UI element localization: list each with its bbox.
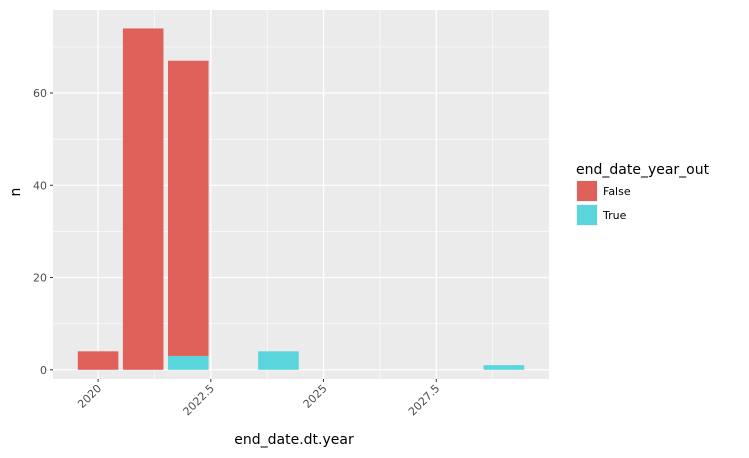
bar-false-2022: [167, 60, 209, 356]
legend: end_date_year_out False True: [576, 162, 710, 226]
bar-false-2020: [77, 351, 119, 370]
bars: [77, 28, 525, 370]
x-tick-label: 2025: [301, 382, 330, 411]
y-tick-label: 20: [33, 272, 47, 285]
legend-label-false: False: [603, 185, 631, 198]
legend-swatch-true: [577, 205, 597, 225]
legend-title: end_date_year_out: [576, 162, 710, 178]
bar-false-2021: [122, 28, 164, 370]
y-axis-label: n: [8, 188, 24, 197]
bar-true-2024: [258, 351, 299, 370]
x-tick-label: 2022.5: [181, 382, 217, 418]
legend-swatch-false: [577, 181, 597, 201]
x-tick-label: 2027.5: [406, 382, 442, 418]
y-tick-label: 40: [33, 179, 47, 192]
bar-true-2022: [167, 355, 209, 370]
x-tick-label: 2020: [75, 382, 104, 411]
x-axis-label: end_date.dt.year: [234, 432, 354, 448]
legend-label-true: True: [602, 209, 627, 222]
legend-entries: False True: [576, 180, 631, 226]
y-tick-label: 60: [33, 87, 47, 100]
y-tick-label: 0: [40, 364, 47, 377]
bar-true-2029: [483, 365, 525, 370]
